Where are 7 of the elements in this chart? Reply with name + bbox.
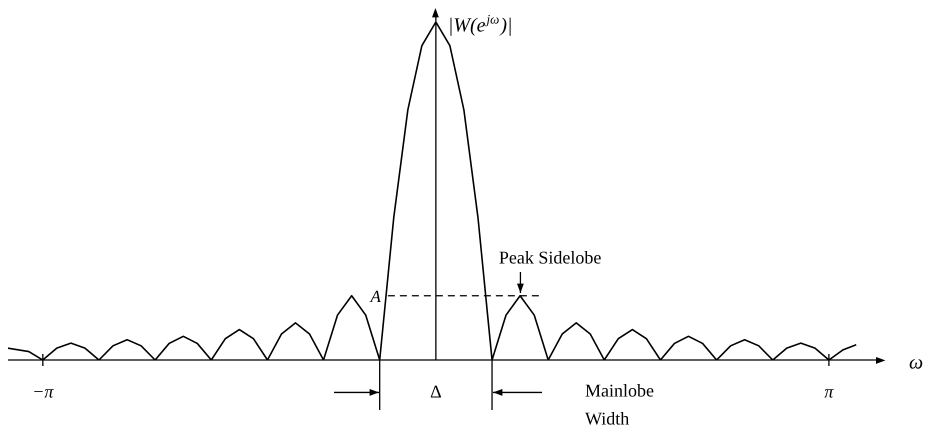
x-tick-label: π [824, 382, 834, 402]
text: Mainlobe Width [585, 380, 654, 429]
x-axis-title: ω [909, 351, 924, 374]
text: Δ [430, 382, 442, 402]
annotation: Peak Sidelobe [498, 248, 602, 268]
x-tick-label: −π [32, 382, 54, 402]
ref-line-label: A [369, 287, 382, 306]
